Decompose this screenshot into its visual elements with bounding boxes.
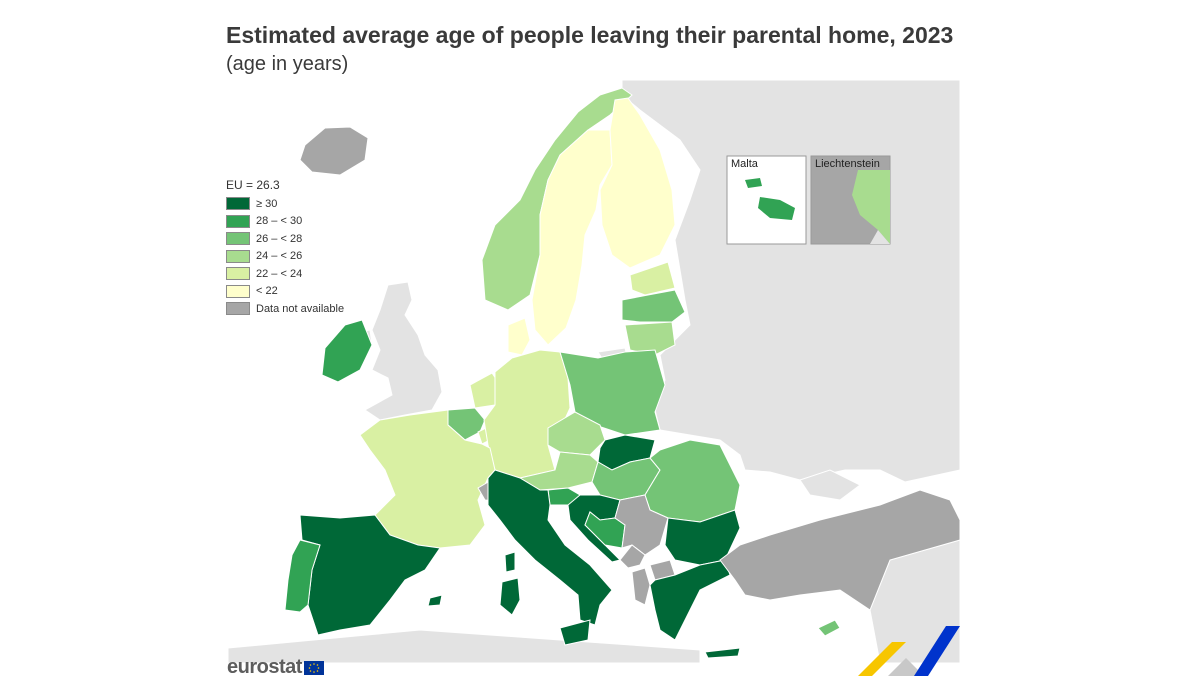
latvia-region (621, 289, 686, 323)
liechtenstein-inset (810, 155, 891, 245)
germany-region (483, 349, 571, 479)
liechtenstein-area (852, 170, 890, 244)
legend-swatch (226, 267, 250, 281)
malta-inset-label: Malta (731, 158, 758, 170)
crete-region (704, 647, 741, 659)
eu-flag-icon (303, 660, 324, 675)
legend-label: 26 – < 28 (256, 232, 303, 245)
sardinia-region (499, 577, 521, 616)
italy-region (487, 469, 613, 626)
lithuania-region (624, 321, 676, 356)
legend-label: Data not available (256, 302, 345, 315)
legend-label: 28 – < 30 (256, 215, 303, 228)
legend-swatch (226, 214, 250, 228)
map-title: Estimated average age of people leaving … (226, 22, 954, 48)
sweden-region (531, 129, 613, 346)
albania-region (631, 567, 651, 606)
turkey-region (719, 489, 960, 611)
malta-inset (726, 155, 807, 245)
romania-region (644, 439, 741, 523)
legend-item: Data not available (226, 300, 344, 318)
europe-map (228, 80, 960, 663)
legend-swatch (226, 249, 250, 263)
legend-title: EU = 26.3 (226, 178, 280, 192)
region-uk (364, 281, 443, 421)
legend-label: < 22 (256, 285, 278, 298)
legend-item: 26 – < 28 (226, 230, 344, 248)
eurostat-logo-text: eurostat (227, 656, 302, 678)
greece-region (649, 559, 731, 641)
mallorca-region (427, 594, 443, 607)
eurostat-logo: eurostat (227, 656, 324, 679)
legend-swatch (226, 197, 250, 211)
legend-item: 24 – < 26 (226, 248, 344, 266)
countries (284, 87, 960, 659)
malta-island (758, 197, 795, 220)
legend-item: < 22 (226, 283, 344, 301)
stripe-decoration (858, 626, 960, 676)
legend-swatch (226, 284, 250, 298)
austria-area (870, 230, 890, 244)
ireland-region (321, 319, 373, 383)
finland-region (599, 97, 676, 269)
region-north-africa (228, 629, 701, 663)
iceland-region (299, 126, 369, 176)
montenegro-region (619, 544, 646, 569)
legend-label: 22 – < 24 (256, 267, 303, 280)
france-region (359, 409, 496, 549)
map-subtitle: (age in years) (226, 53, 349, 75)
estonia-region (629, 261, 676, 296)
poland-region (559, 349, 666, 436)
legend-label: ≥ 30 (256, 197, 278, 210)
sicily-region (559, 619, 591, 646)
map-legend: EU = 26.3 ≥ 30 28 – < 30 26 – < 28 24 – … (226, 178, 344, 318)
corsica-region (504, 551, 516, 573)
denmark-region (507, 317, 531, 356)
legend-swatch (226, 302, 250, 316)
legend-swatch (226, 232, 250, 246)
liechtenstein-inset-label: Liechtenstein (815, 158, 880, 170)
czechia-region (547, 411, 606, 456)
legend-item: 22 – < 24 (226, 265, 344, 283)
gozo-island (745, 178, 762, 188)
cyprus-region (817, 619, 841, 637)
legend-label: 24 – < 26 (256, 250, 303, 263)
region-crimea (799, 469, 861, 501)
legend-item: 28 – < 30 (226, 213, 344, 231)
legend-item: ≥ 30 (226, 195, 344, 213)
portugal-region (284, 539, 321, 613)
